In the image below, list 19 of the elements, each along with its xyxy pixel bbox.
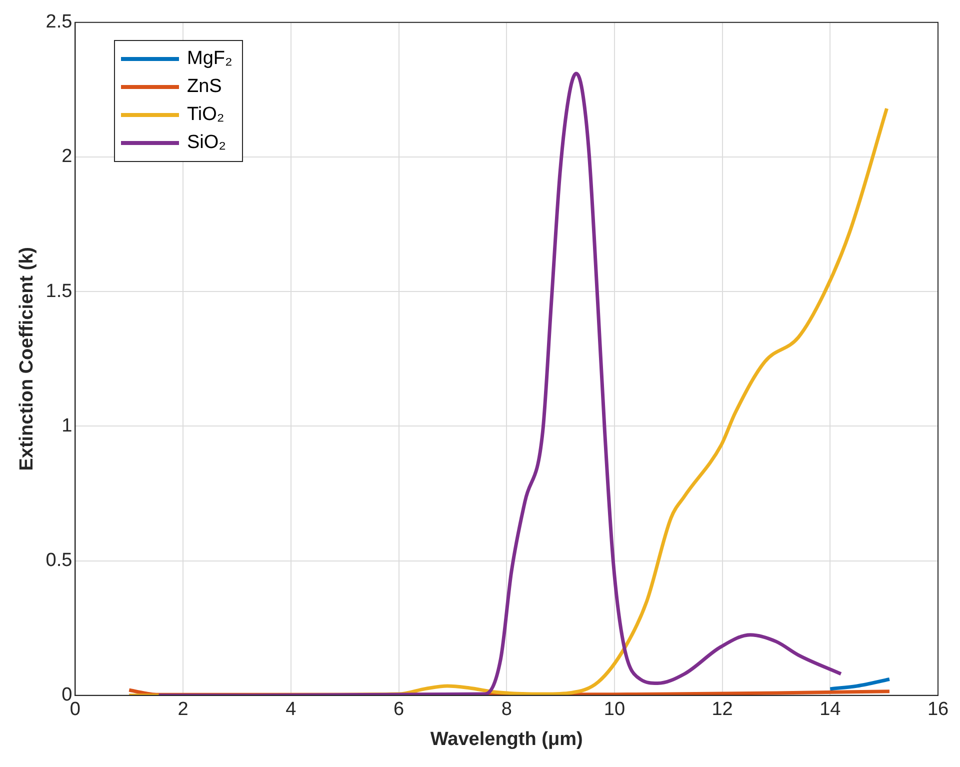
x-tick-label: 4 xyxy=(286,699,297,720)
x-tick-label: 2 xyxy=(178,699,188,720)
x-tick-label: 16 xyxy=(927,699,949,720)
x-tick-label: 14 xyxy=(820,699,842,720)
x-tick-label: 10 xyxy=(604,699,626,720)
x-tick-label: 12 xyxy=(712,699,733,720)
y-axis-title: Extinction Coefficient (k) xyxy=(16,247,38,471)
y-tick-label: 0.5 xyxy=(46,550,72,572)
y-tick-label: 2.5 xyxy=(46,12,72,33)
legend-label: SiO₂ xyxy=(187,131,226,155)
x-tick-label: 8 xyxy=(501,699,512,720)
y-tick-label: 1.5 xyxy=(46,280,72,302)
legend-label: MgF₂ xyxy=(187,47,232,71)
legend-label: TiO₂ xyxy=(187,103,224,127)
x-tick-label: 6 xyxy=(393,699,404,720)
x-axis-title: Wavelength (μm) xyxy=(430,728,583,750)
legend-label: ZnS xyxy=(187,75,222,99)
y-tick-label: 2 xyxy=(62,146,72,168)
y-tick-label: 1 xyxy=(62,415,72,436)
